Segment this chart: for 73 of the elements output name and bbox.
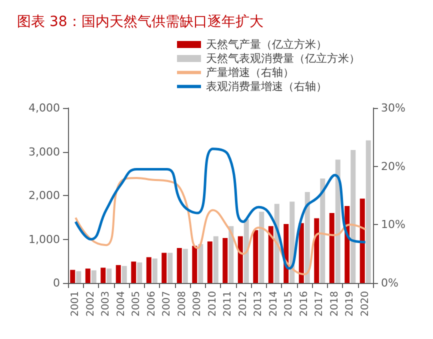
x-tick-label: 2019 <box>344 291 356 316</box>
x-tick-label: 2010 <box>207 291 218 316</box>
bar <box>213 236 218 283</box>
bar <box>268 226 274 283</box>
bar <box>253 230 258 283</box>
bar <box>335 160 340 283</box>
bar <box>122 266 127 283</box>
x-tick-label: 2015 <box>284 291 295 316</box>
x-tick-label: 2008 <box>176 291 188 316</box>
bar <box>106 268 112 283</box>
bar <box>76 271 82 283</box>
bar <box>360 198 365 283</box>
x-tick-label: 2005 <box>131 291 142 316</box>
bar <box>182 248 188 283</box>
bar <box>314 218 320 283</box>
y2-tick-label: 10% <box>381 218 406 232</box>
bar <box>366 140 371 283</box>
bar <box>137 262 142 283</box>
x-tick-label: 2016 <box>298 291 310 316</box>
legend-label: 天然气表观消费量（亿立方米） <box>206 52 360 65</box>
x-tick-label: 2018 <box>329 291 340 316</box>
x-tick-label: 2004 <box>116 291 127 316</box>
bar <box>100 268 106 283</box>
bar <box>228 226 234 283</box>
bar <box>298 223 304 283</box>
y-tick-label: 1,000 <box>28 232 60 246</box>
bar <box>244 219 249 283</box>
bar <box>116 265 121 283</box>
x-tick-label: 2001 <box>70 291 82 316</box>
y-tick-label: 4,000 <box>28 102 60 114</box>
x-tick-label: 2006 <box>146 291 158 316</box>
line-series <box>74 177 366 276</box>
bar <box>162 252 167 283</box>
bar <box>192 246 198 283</box>
chart-title: 图表 38：国内天然气供需缺口逐年扩大 <box>17 14 264 30</box>
y-tick-label: 2,000 <box>28 189 60 202</box>
y2-tick-label: 30% <box>381 102 406 114</box>
x-tick-label: 2007 <box>162 291 173 316</box>
legend-label: 天然气产量（亿立方米） <box>206 38 327 51</box>
x-tick-label: 2017 <box>314 291 326 316</box>
bar <box>198 244 204 283</box>
bar <box>350 150 356 283</box>
bar <box>70 270 76 283</box>
bar <box>168 252 173 283</box>
bar <box>238 236 243 283</box>
bar <box>320 178 326 283</box>
y-tick-label: 0 <box>53 276 60 290</box>
x-tick-label: 2009 <box>192 291 204 316</box>
x-tick-label: 2011 <box>222 291 234 316</box>
bar <box>146 257 152 283</box>
bar <box>207 241 212 283</box>
bar <box>85 268 90 283</box>
bar <box>259 212 264 283</box>
bar <box>290 202 295 283</box>
bar <box>176 248 182 283</box>
line-series <box>74 148 367 270</box>
x-tick-label: 2013 <box>253 291 264 316</box>
x-tick-label: 2003 <box>100 291 112 316</box>
x-tick-label: 2014 <box>268 291 280 316</box>
x-tick-label: 2002 <box>85 291 96 316</box>
bar <box>329 213 334 283</box>
y-tick-label: 3,000 <box>28 145 60 158</box>
bar <box>152 258 158 283</box>
legend-label: 产量增速（右轴） <box>206 66 294 79</box>
bar <box>131 262 136 283</box>
x-tick-label: 2020 <box>360 291 371 316</box>
bar <box>304 192 310 283</box>
bar <box>222 238 228 283</box>
bar <box>91 270 96 283</box>
y2-tick-label: 0% <box>381 276 398 290</box>
y2-tick-label: 20% <box>381 160 406 173</box>
legend-label: 表观消费量增速（右轴） <box>206 80 327 93</box>
x-tick-label: 2012 <box>238 291 249 316</box>
